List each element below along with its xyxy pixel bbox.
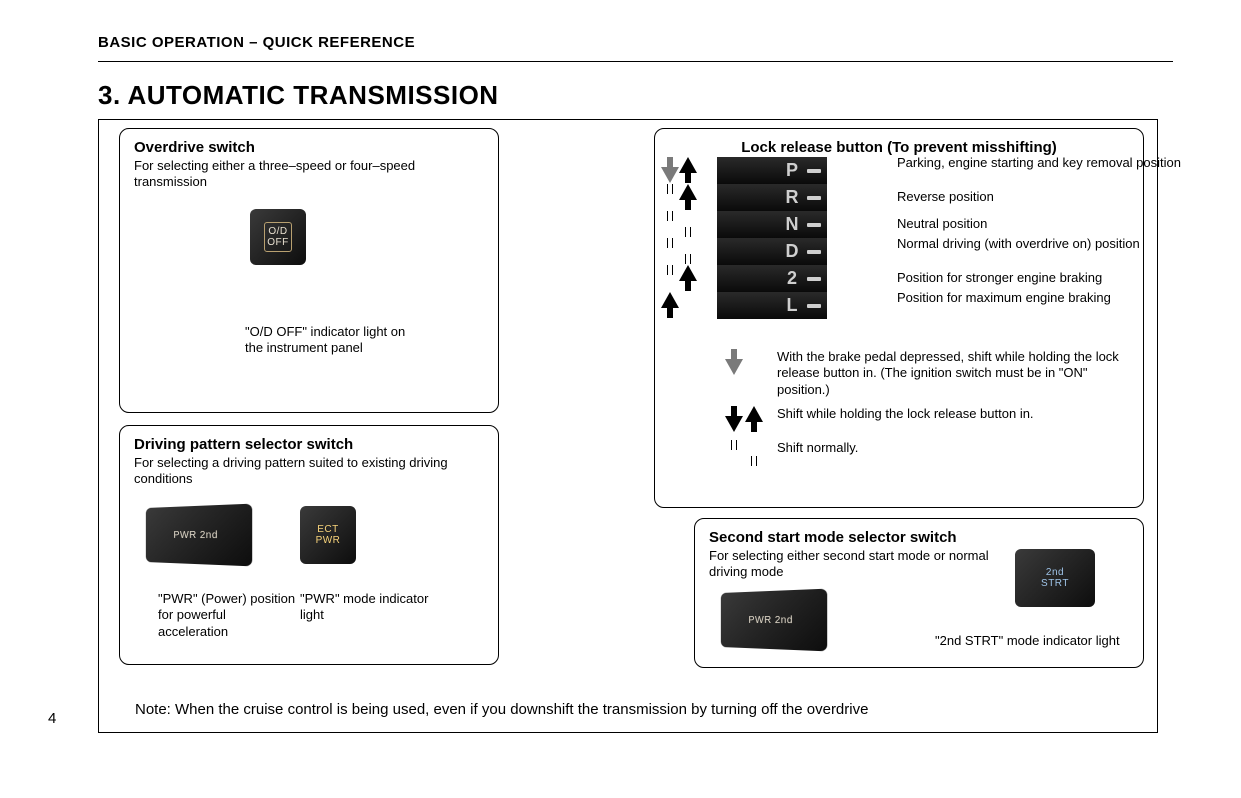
thumb-label: ECT PWR <box>316 524 341 546</box>
gear-letter: P <box>783 160 801 181</box>
callout-title: Driving pattern selector switch <box>134 436 484 453</box>
gear-row-D: DNormal driving (with overdrive on) posi… <box>717 238 827 265</box>
gear-letter: 2 <box>783 268 801 289</box>
gear-letter: D <box>783 241 801 262</box>
callout-title: Overdrive switch <box>134 139 484 156</box>
gear-letter: R <box>783 187 801 208</box>
gear-desc: Neutral position <box>897 216 1187 232</box>
legend-text: With the brake pedal depressed, shift wh… <box>777 349 1135 398</box>
od-caption: "O/D OFF" indicator light on the instrum… <box>245 324 415 357</box>
shift-legend: With the brake pedal depressed, shift wh… <box>725 349 1135 474</box>
second-switch-thumb: PWR 2nd <box>721 589 827 652</box>
callout-driving-pattern: Driving pattern selector switch For sele… <box>119 425 499 665</box>
leader-line <box>499 493 618 511</box>
diagram-frame: Overdrive switch For selecting either a … <box>98 119 1158 733</box>
footnote: Note: When the cruise control is being u… <box>135 701 868 718</box>
gear-desc: Reverse position <box>897 189 1187 205</box>
legend-text: Shift normally. <box>777 440 858 466</box>
callout-title: Lock release button (To prevent misshift… <box>669 139 1129 156</box>
callout-desc: For selecting either second start mode o… <box>709 548 999 581</box>
callout-second-start: Second start mode selector switch For se… <box>694 518 1144 668</box>
gear-row-P: PParking, engine starting and key remova… <box>717 157 827 184</box>
gear-letter: N <box>783 214 801 235</box>
gear-row-2: 2Position for stronger engine braking <box>717 265 827 292</box>
running-head: BASIC OPERATION – QUICK REFERENCE <box>98 34 1173 62</box>
od-off-thumb: O/D OFF <box>250 209 306 265</box>
gear-letter: L <box>783 295 801 316</box>
callout-overdrive: Overdrive switch For selecting either a … <box>119 128 499 413</box>
gear-desc: Parking, engine starting and key removal… <box>897 155 1187 171</box>
second-light-thumb: 2nd STRT <box>1015 549 1095 607</box>
callout-lock-release: Lock release button (To prevent misshift… <box>654 128 1144 508</box>
gear-desc: Normal driving (with overdrive on) posit… <box>897 236 1187 252</box>
pwr-caption: "PWR" (Power) position for powerful acce… <box>158 591 298 640</box>
thumb-label: 2nd STRT <box>1041 567 1069 589</box>
gear-row-L: LPosition for maximum engine braking <box>717 292 827 319</box>
legend-row: Shift normally. <box>725 440 1135 466</box>
gear-indicator-panel: PParking, engine starting and key remova… <box>717 157 827 319</box>
section-title: 3. AUTOMATIC TRANSMISSION <box>98 80 1173 111</box>
gear-row-N: NNeutral position <box>717 211 827 238</box>
gear-desc: Position for stronger engine braking <box>897 270 1187 286</box>
pwr-switch-thumb: PWR 2nd <box>146 504 252 567</box>
thumb-label: O/D OFF <box>264 222 292 252</box>
manual-page: BASIC OPERATION – QUICK REFERENCE 3. AUT… <box>0 0 1241 798</box>
second-caption: "2nd STRT" mode indicator light <box>935 633 1120 649</box>
page-number: 4 <box>48 710 56 727</box>
callout-title: Second start mode selector switch <box>709 529 1129 546</box>
legend-text: Shift while holding the lock release but… <box>777 406 1034 432</box>
ect-caption: "PWR" mode indicator light <box>300 591 430 624</box>
thumb-label: PWR 2nd <box>173 529 218 540</box>
gear-desc: Position for maximum engine braking <box>897 290 1187 306</box>
legend-row: Shift while holding the lock release but… <box>725 406 1135 432</box>
thumb-label: PWR 2nd <box>748 614 793 625</box>
callout-desc: For selecting a driving pattern suited t… <box>134 455 484 488</box>
legend-row: With the brake pedal depressed, shift wh… <box>725 349 1135 398</box>
ect-pwr-light-thumb: ECT PWR <box>300 506 356 564</box>
callout-desc: For selecting either a three–speed or fo… <box>134 158 484 191</box>
gear-row-R: RReverse position <box>717 184 827 211</box>
